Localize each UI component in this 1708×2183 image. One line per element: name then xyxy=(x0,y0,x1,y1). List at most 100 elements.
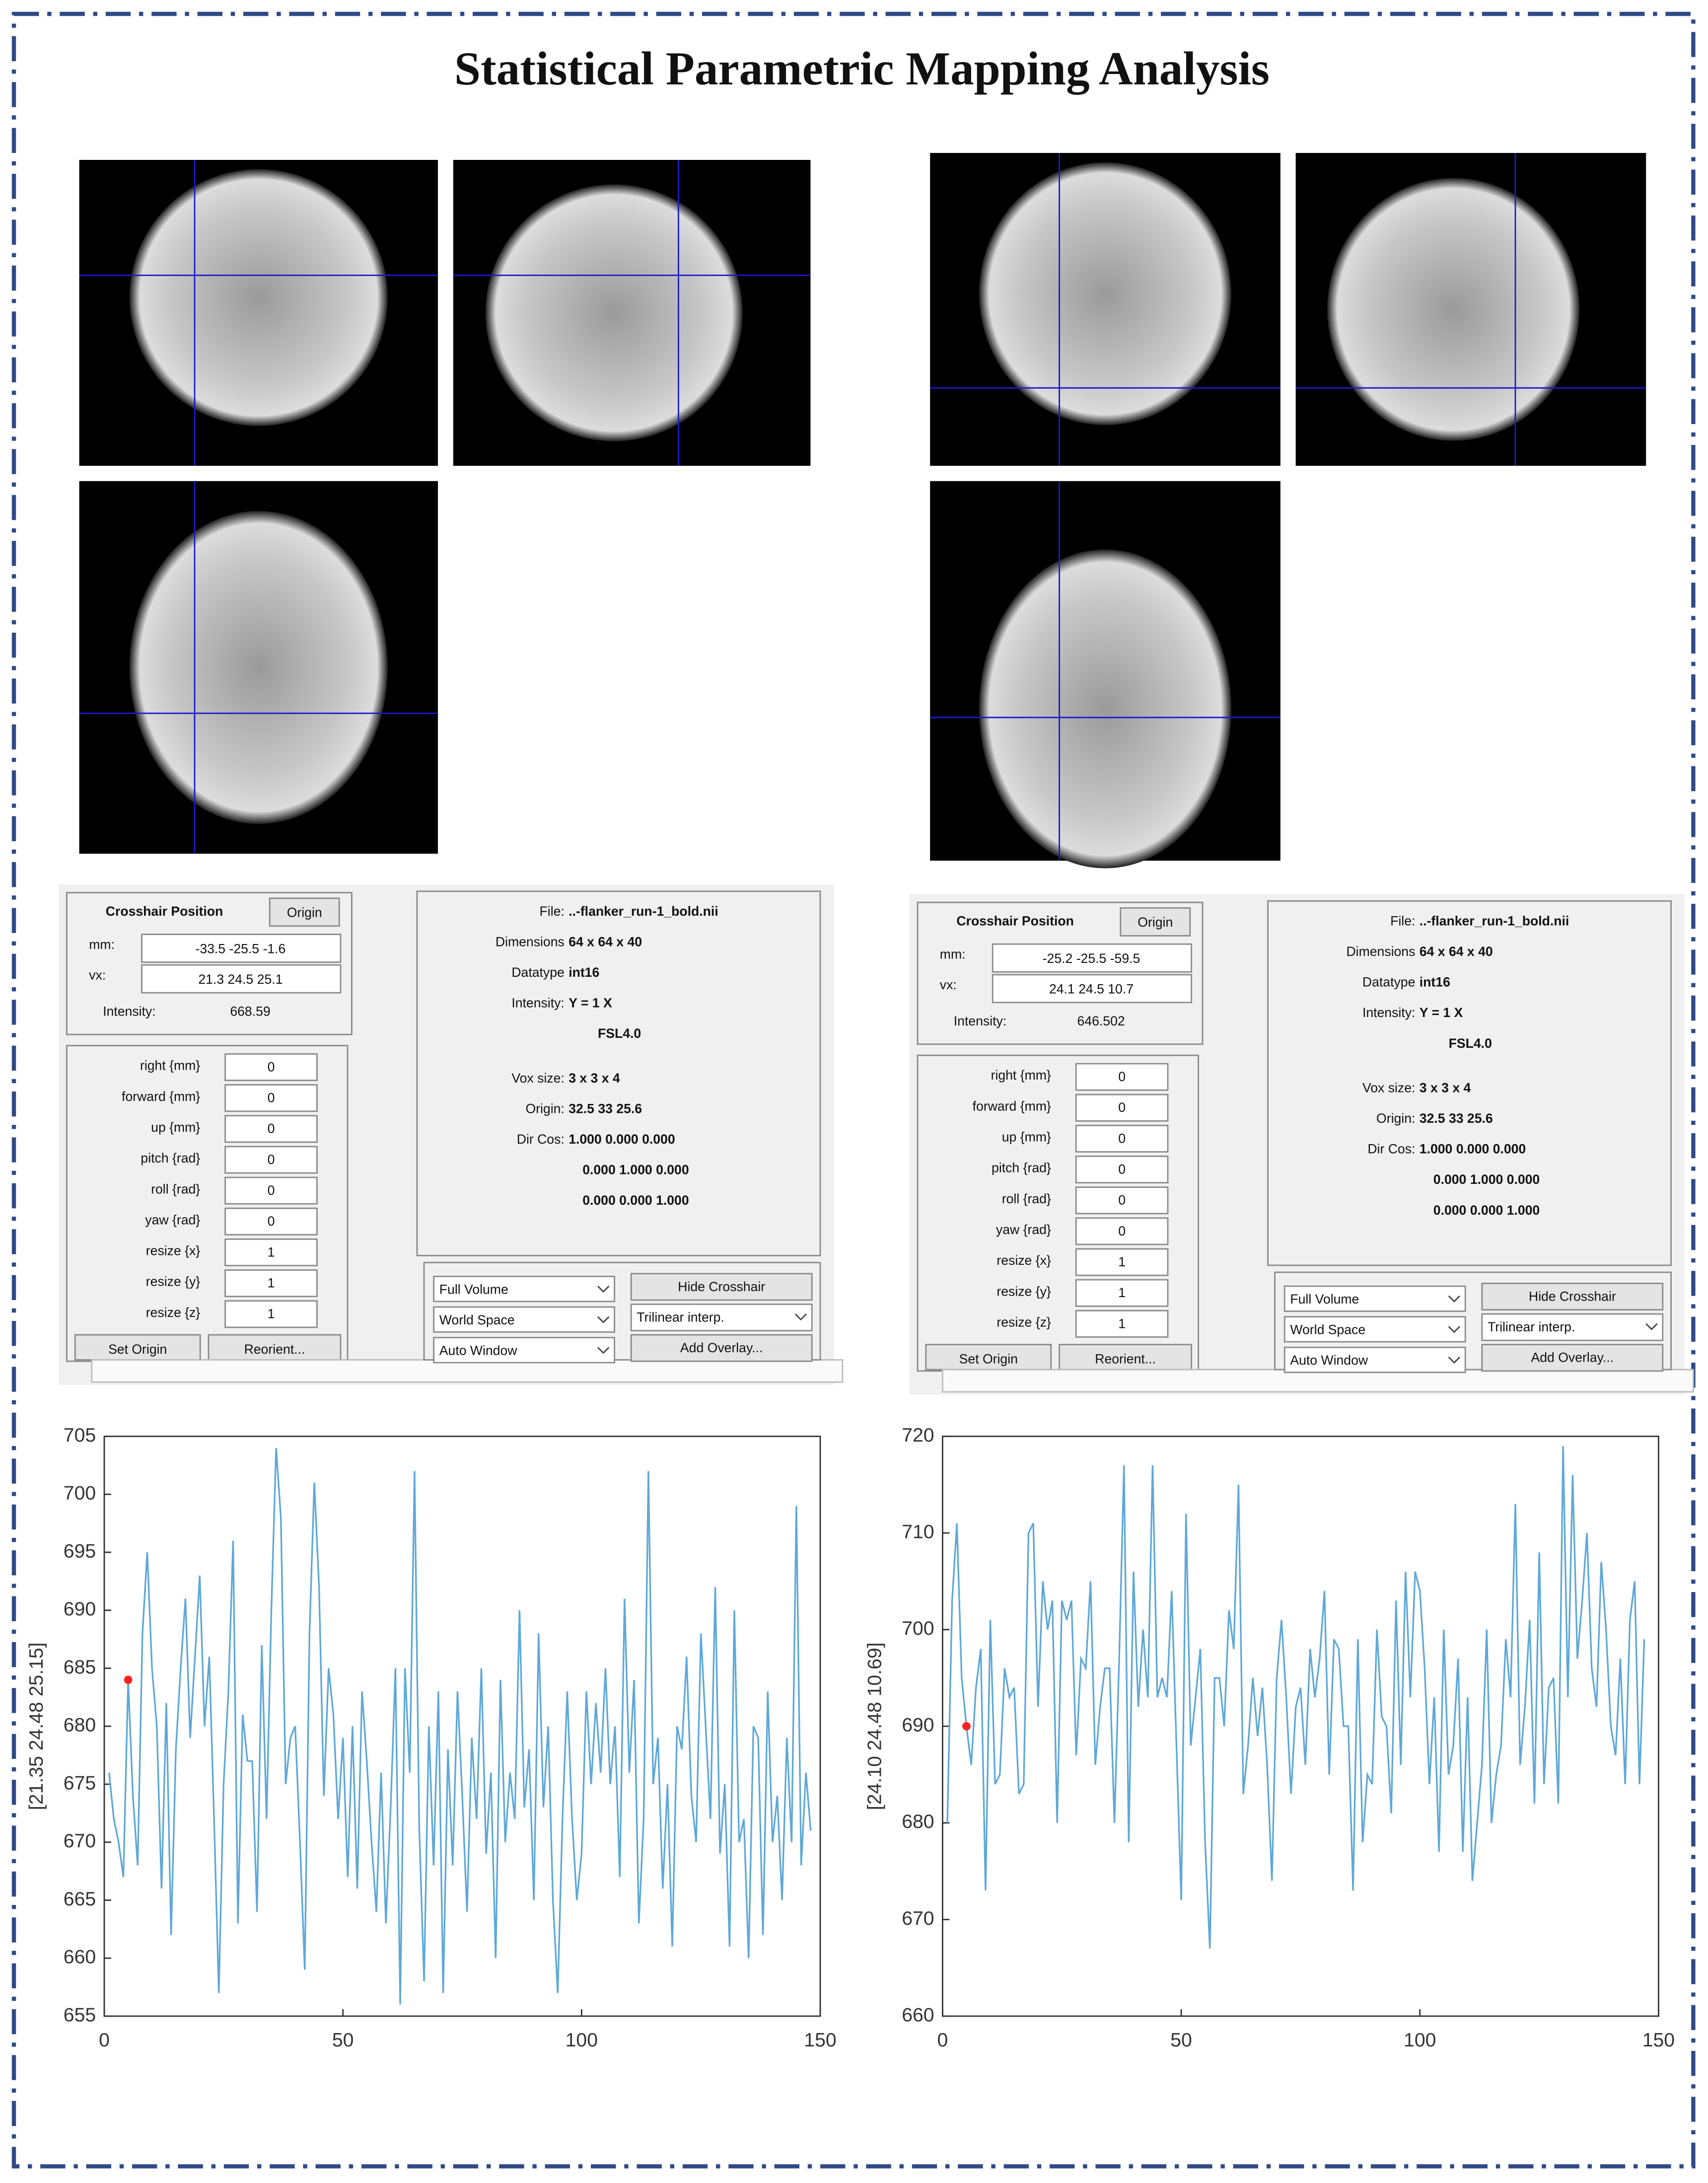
param-field[interactable] xyxy=(1075,1279,1169,1307)
param-label: forward {mm} xyxy=(122,1089,200,1104)
param-value: 1 xyxy=(1118,1316,1126,1331)
y-tick-label: 670 xyxy=(64,1830,96,1852)
signal-line xyxy=(946,1446,1645,1949)
vx-field[interactable] xyxy=(141,964,342,994)
dropdown[interactable] xyxy=(1283,1346,1466,1373)
param-value: 0 xyxy=(268,1214,275,1229)
info-value: FSL4.0 xyxy=(1449,1036,1492,1051)
dropdown-arrow xyxy=(597,1316,610,1323)
param-field[interactable] xyxy=(224,1053,318,1081)
vx-field[interactable] xyxy=(992,974,1193,1004)
info-label: Dir Cos: xyxy=(517,1132,565,1147)
x-tick-label: 50 xyxy=(332,2030,354,2051)
dropdown[interactable] xyxy=(1283,1316,1466,1343)
param-field[interactable] xyxy=(224,1115,318,1143)
mm-field[interactable] xyxy=(992,943,1193,973)
info-label: Intensity: xyxy=(511,996,564,1011)
param-field[interactable] xyxy=(224,1146,318,1174)
param-field[interactable] xyxy=(1075,1310,1169,1338)
gui-button-label: Set Origin xyxy=(108,1342,167,1357)
param-field[interactable] xyxy=(1075,1093,1169,1122)
intensity-value: 668.59 xyxy=(230,1004,270,1019)
param-field[interactable] xyxy=(224,1176,318,1205)
origin-button[interactable] xyxy=(269,897,340,927)
brain-slice xyxy=(453,160,811,466)
gui-button[interactable] xyxy=(630,1273,813,1301)
dropdown[interactable] xyxy=(433,1306,616,1333)
param-label: resize {x} xyxy=(996,1253,1051,1268)
info-value: 1.000 0.000 0.000 xyxy=(569,1132,675,1147)
y-axis-label: [24.10 24.48 10.69] xyxy=(864,1642,885,1810)
gui-button[interactable] xyxy=(630,1334,813,1362)
param-value: 1 xyxy=(268,1276,275,1291)
gui-button[interactable] xyxy=(1481,1344,1664,1372)
param-value: 0 xyxy=(1118,1069,1126,1084)
info-label: Origin: xyxy=(1376,1111,1415,1126)
param-field[interactable] xyxy=(1075,1217,1169,1245)
dropdown[interactable] xyxy=(433,1337,616,1364)
brain-tissue xyxy=(979,162,1232,426)
highlight-point xyxy=(124,1675,133,1684)
spm-panel: Crosshair Position Origin mm: -25.2 -25.5 -… xyxy=(909,894,1694,1395)
y-tick-label: 680 xyxy=(64,1715,96,1736)
param-field[interactable] xyxy=(224,1300,318,1328)
origin-button[interactable] xyxy=(1120,907,1191,937)
param-field[interactable] xyxy=(224,1207,318,1236)
scrollbar[interactable] xyxy=(91,1359,844,1383)
gui-button[interactable] xyxy=(925,1344,1052,1371)
brain-slice xyxy=(930,481,1281,869)
param-field[interactable] xyxy=(224,1084,318,1112)
plot-area xyxy=(103,1436,821,2017)
vx-label: vx: xyxy=(940,977,957,992)
dropdown-label: Auto Window xyxy=(1290,1353,1368,1368)
dropdown[interactable] xyxy=(630,1304,813,1331)
dropdown[interactable] xyxy=(1481,1313,1664,1341)
param-label: resize {x} xyxy=(146,1243,201,1258)
param-value: 0 xyxy=(268,1059,275,1074)
param-field[interactable] xyxy=(224,1269,318,1298)
param-label: up {mm} xyxy=(1002,1130,1051,1145)
mm-label: mm: xyxy=(940,947,966,962)
mm-label: mm: xyxy=(89,937,115,952)
dropdown[interactable] xyxy=(1283,1285,1466,1312)
x-tick-label: 150 xyxy=(1642,2030,1675,2051)
param-value: 0 xyxy=(268,1121,275,1136)
dropdown-label: World Space xyxy=(439,1312,515,1327)
gui-button[interactable] xyxy=(1481,1283,1664,1310)
param-field[interactable] xyxy=(1075,1063,1169,1091)
intensity-label: Intensity: xyxy=(954,1014,1006,1028)
param-label: right {mm} xyxy=(140,1058,200,1073)
y-tick-label: 700 xyxy=(64,1483,96,1504)
mm-field[interactable] xyxy=(141,934,342,963)
gui-button-label: Hide Crosshair xyxy=(1529,1289,1616,1304)
param-field[interactable] xyxy=(224,1238,318,1266)
param-field[interactable] xyxy=(1075,1248,1169,1276)
info-label: Dimensions xyxy=(496,934,565,949)
gui-button[interactable] xyxy=(208,1334,342,1361)
controls-box xyxy=(423,1261,821,1361)
param-label: pitch {rad} xyxy=(141,1151,200,1165)
dropdown-arrow xyxy=(1448,1295,1460,1303)
y-tick-label: 710 xyxy=(902,1521,934,1542)
y-tick-label: 665 xyxy=(64,1889,96,1910)
dropdown-label: Full Volume xyxy=(439,1282,508,1297)
param-value: 0 xyxy=(268,1091,275,1105)
param-field[interactable] xyxy=(1075,1186,1169,1215)
dropdown-label: World Space xyxy=(1290,1322,1365,1337)
param-label: yaw {rad} xyxy=(145,1212,200,1227)
y-tick-label: 660 xyxy=(902,2004,934,2026)
gui-button[interactable] xyxy=(74,1334,201,1361)
x-tick-label: 0 xyxy=(937,2030,948,2051)
dropdown[interactable] xyxy=(433,1276,616,1303)
brain-slice xyxy=(79,481,438,854)
y-tick-label: 690 xyxy=(902,1715,934,1736)
brain-tissue xyxy=(485,184,743,441)
gui-button[interactable] xyxy=(1059,1344,1193,1371)
origin-button-label: Origin xyxy=(1138,915,1173,930)
spm-panel: Crosshair Position Origin mm: -33.5 -25.5 -… xyxy=(58,884,844,1385)
param-field[interactable] xyxy=(1075,1156,1169,1184)
info-value: Y = 1 X xyxy=(569,996,612,1011)
param-label: roll {rad} xyxy=(151,1181,200,1196)
param-field[interactable] xyxy=(1075,1124,1169,1153)
